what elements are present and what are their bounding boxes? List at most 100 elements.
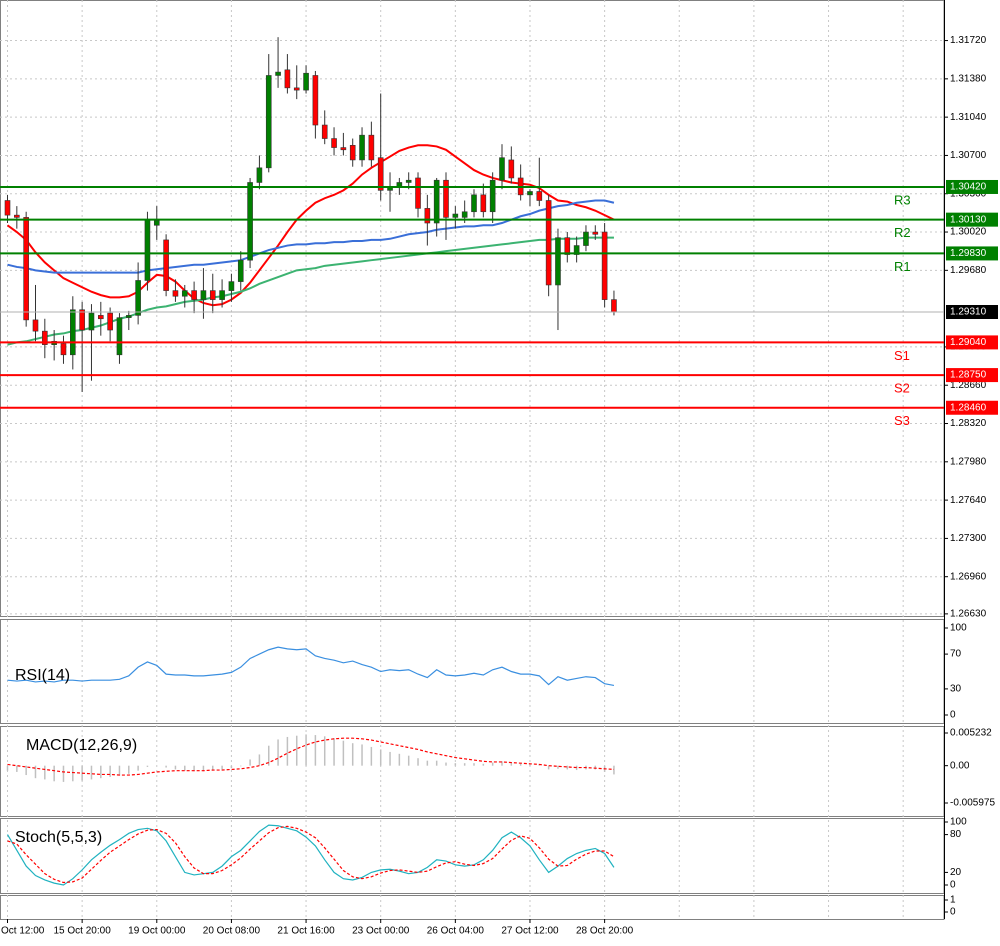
x-tick-label: 28 Oct 20:00 [576, 926, 634, 937]
candle-body [144, 219, 151, 281]
candle-body [368, 134, 375, 161]
candle-body [200, 290, 207, 300]
candle-body [237, 259, 244, 282]
y-tick-label: 1.26960 [950, 571, 987, 582]
candle-body [573, 245, 580, 255]
candle-body [42, 330, 48, 345]
candle-body [359, 134, 365, 161]
candle-body [14, 214, 20, 218]
level-box [946, 368, 998, 383]
y-tick-label: 0 [950, 907, 956, 918]
candle-body [4, 200, 11, 216]
candle-body [527, 191, 533, 196]
level-name: S1 [894, 348, 910, 363]
candle-body [125, 315, 132, 318]
candle-body [181, 290, 188, 297]
level-box [946, 212, 998, 227]
level-price-label: 1.30130 [950, 214, 987, 225]
y-tick-label: 1.31380 [950, 73, 987, 84]
x-tick-label: 20 Oct 08:00 [203, 926, 261, 937]
candle-body [98, 315, 104, 320]
candle-body [23, 217, 29, 321]
candle-body [377, 157, 384, 191]
y-tick-label: 1.30700 [950, 150, 987, 161]
candle-body [415, 177, 421, 209]
candle-body [256, 167, 263, 183]
candle-body [461, 211, 468, 218]
indicator-title: RSI(14) [15, 667, 70, 684]
level-name: R2 [894, 225, 911, 240]
candle-body [424, 208, 431, 224]
candle-body [405, 179, 412, 183]
level-name: R3 [894, 192, 911, 207]
x-tick-label: 27 Oct 12:00 [501, 926, 559, 937]
candle-body [172, 290, 179, 297]
candle-body [284, 69, 291, 89]
y-tick-label: 100 [950, 817, 967, 828]
candle-body [601, 231, 608, 300]
candle-body [583, 231, 589, 246]
level-box [946, 400, 998, 415]
candle-body [303, 72, 309, 91]
level-name: R1 [894, 259, 911, 274]
candle-body [107, 312, 113, 331]
candle-body [228, 281, 235, 291]
level-price-label: 1.29830 [950, 248, 987, 259]
y-tick-label: 0.005232 [950, 728, 992, 739]
level-name: S3 [894, 413, 910, 428]
candle-body [452, 213, 459, 218]
y-tick-label: 1.27300 [950, 533, 987, 544]
y-tick-label: 1.27640 [950, 495, 987, 506]
x-tick-label: 26 Oct 04:00 [427, 926, 485, 937]
y-tick-label: 1.31720 [950, 35, 987, 46]
candle-body [293, 87, 300, 91]
candle-body [247, 182, 253, 261]
y-tick-label: 1.28320 [950, 418, 987, 429]
indicator-title: Stoch(5,5,3) [15, 829, 102, 846]
candle-body [275, 71, 281, 76]
x-tick-label: 15 Oct 20:00 [54, 926, 112, 937]
candle-body [536, 191, 543, 201]
candle-body [60, 343, 67, 356]
level-box [946, 246, 998, 261]
candle-body [88, 312, 95, 331]
level-price-label: 1.30420 [950, 182, 987, 193]
y-tick-label: 0 [950, 710, 956, 721]
x-tick-label: 19 Oct 00:00 [128, 926, 186, 937]
candle-body [443, 179, 449, 218]
candle-body [312, 75, 319, 126]
candle-body [489, 179, 496, 213]
y-tick-label: 20 [950, 867, 962, 878]
candle-body [331, 138, 337, 148]
y-tick-label: 1.27980 [950, 456, 987, 467]
indicator-title: MACD(12,26,9) [26, 737, 137, 754]
candle-body [433, 179, 440, 224]
candle-body [545, 200, 552, 286]
x-tick-label: 21 Oct 16:00 [277, 926, 335, 937]
candle-body [555, 237, 561, 286]
y-tick-label: 1.31040 [950, 112, 987, 123]
candle-body [349, 145, 356, 161]
level-box [946, 335, 998, 350]
y-tick-label: 1.26630 [950, 609, 987, 620]
candle-body [135, 280, 141, 316]
current-price-label: 1.29310 [950, 307, 987, 318]
level-price-label: 1.28750 [950, 370, 987, 381]
candle-body [163, 239, 169, 291]
y-tick-label: 70 [950, 649, 962, 660]
x-tick-label: Oct 12:00 [1, 926, 45, 937]
indicator-line [7, 737, 614, 776]
level-name: S2 [894, 381, 910, 396]
y-tick-label: 0.00 [950, 760, 970, 771]
candle-body [499, 157, 505, 181]
candle-body [79, 309, 85, 331]
candle-body [508, 159, 515, 179]
indicator-line [6, 144, 615, 307]
y-tick-label: 80 [950, 829, 962, 840]
y-tick-label: 100 [950, 623, 967, 634]
candle-body [265, 75, 272, 169]
y-tick-label: -0.005975 [950, 798, 995, 809]
